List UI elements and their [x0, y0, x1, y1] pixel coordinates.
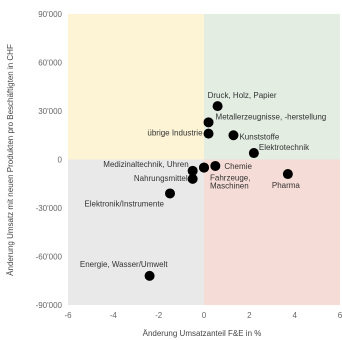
x-tick-label: 4 — [292, 311, 297, 320]
point-label: Metallerzeugnisse, -herstellung — [216, 112, 327, 121]
y-tick-label: 30'000 — [38, 107, 62, 116]
data-point — [203, 117, 214, 128]
data-point — [187, 173, 198, 184]
quadrant-backgrounds — [68, 14, 340, 305]
y-tick-label: 90'000 — [38, 10, 62, 19]
x-tick-label: -2 — [155, 311, 163, 320]
data-point — [144, 270, 155, 281]
point-labels: Druck, Holz, Papier Metallerzeugnisse, -h… — [80, 91, 326, 269]
x-tick-label: -6 — [64, 311, 72, 320]
point-label: Druck, Holz, Papier — [208, 91, 277, 100]
data-point — [228, 130, 239, 141]
quadrant-top-right — [204, 14, 340, 160]
data-point — [165, 188, 175, 199]
point-label: Pharma — [272, 181, 301, 190]
point-label: Kunststoffe — [239, 132, 279, 141]
data-point — [210, 160, 221, 171]
y-tick-label: 60'000 — [38, 59, 62, 68]
y-tick-label: 0 — [58, 156, 63, 165]
y-tick-label: -90'000 — [36, 301, 63, 310]
point-label: Elektronik/Instrumente — [84, 199, 164, 208]
point-label: Chemie — [224, 162, 252, 171]
y-axis-ticks: 90'000 60'000 30'000 0 -30'000 -60'000 -90'000 — [36, 10, 63, 310]
data-point — [203, 128, 214, 139]
y-axis-title: Änderung Umsatz mit neuen Produkten pro … — [6, 44, 15, 276]
point-label: Energie, Wasser/Umwelt — [80, 260, 169, 269]
x-tick-label: -4 — [110, 311, 118, 320]
quadrant-top-left — [68, 14, 204, 160]
y-tick-label: -60'000 — [36, 253, 63, 262]
point-label: übrige Industrie — [147, 129, 203, 138]
data-point — [199, 162, 209, 173]
x-tick-label: 2 — [247, 311, 252, 320]
data-point — [282, 169, 293, 180]
data-point — [187, 165, 198, 176]
point-label: Nahrungsmittel — [134, 174, 188, 183]
x-tick-label: 6 — [338, 311, 342, 320]
quadrant-bottom-right — [204, 159, 340, 305]
data-points — [144, 101, 293, 281]
x-tick-label: 0 — [202, 311, 207, 320]
data-point — [248, 148, 259, 159]
point-label: Elektrotechnik — [259, 143, 310, 152]
x-axis-ticks: -6 -4 -2 0 2 4 6 — [64, 311, 342, 320]
quadrant-bottom-left — [68, 159, 204, 305]
point-label: Fahrzeuge, Maschinen — [210, 174, 250, 191]
y-tick-label: -30'000 — [36, 204, 63, 213]
point-label: Medizinaltechnik, Uhren — [103, 160, 188, 169]
x-axis-title: Änderung Umsatzanteil F&E in % — [143, 329, 262, 338]
data-point — [212, 101, 223, 112]
